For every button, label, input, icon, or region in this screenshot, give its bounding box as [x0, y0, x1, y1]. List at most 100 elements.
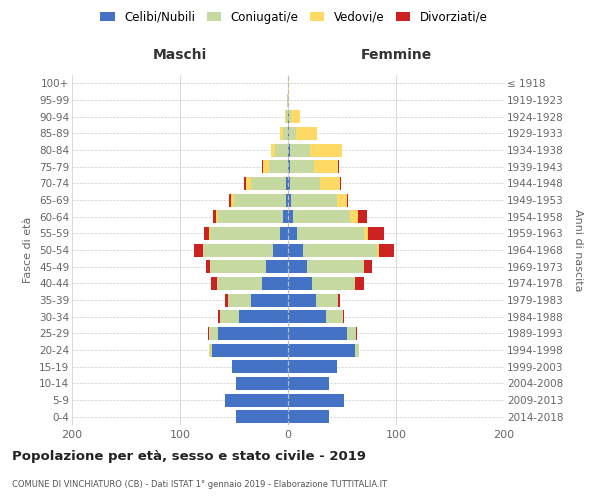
Bar: [288, 127, 289, 140]
Bar: [275, 144, 288, 156]
Bar: [338, 294, 340, 306]
Bar: [229, 194, 231, 206]
Bar: [283, 127, 288, 140]
Bar: [210, 227, 280, 240]
Bar: [312, 277, 355, 290]
Bar: [337, 194, 347, 206]
Bar: [288, 277, 312, 290]
Bar: [368, 227, 384, 240]
Bar: [296, 127, 317, 140]
Bar: [214, 210, 215, 223]
Bar: [347, 194, 349, 206]
Bar: [246, 177, 251, 190]
Bar: [288, 327, 347, 340]
Bar: [209, 344, 210, 356]
Bar: [251, 294, 288, 306]
Bar: [288, 77, 289, 90]
Bar: [289, 110, 291, 123]
Bar: [355, 344, 359, 356]
Bar: [269, 160, 288, 173]
Bar: [290, 144, 310, 156]
Bar: [288, 260, 307, 273]
Legend: Celibi/Nubili, Coniugati/e, Vedovi/e, Divorziati/e: Celibi/Nubili, Coniugati/e, Vedovi/e, Di…: [95, 6, 493, 28]
Bar: [288, 294, 316, 306]
Bar: [212, 344, 288, 356]
Bar: [364, 227, 368, 240]
Bar: [262, 277, 288, 290]
Bar: [280, 227, 288, 240]
Bar: [289, 127, 296, 140]
Bar: [244, 177, 246, 190]
Bar: [326, 310, 343, 323]
Bar: [263, 160, 269, 173]
Bar: [379, 244, 394, 256]
Bar: [343, 310, 344, 323]
Bar: [218, 210, 283, 223]
Bar: [291, 194, 337, 206]
Text: Femmine: Femmine: [361, 48, 431, 62]
Bar: [204, 227, 209, 240]
Bar: [290, 177, 320, 190]
Bar: [210, 260, 266, 273]
Bar: [210, 344, 212, 356]
Bar: [358, 210, 367, 223]
Bar: [286, 177, 288, 190]
Bar: [303, 244, 377, 256]
Bar: [287, 94, 288, 106]
Bar: [314, 160, 338, 173]
Bar: [226, 294, 227, 306]
Bar: [280, 127, 283, 140]
Bar: [286, 110, 288, 123]
Bar: [236, 377, 288, 390]
Bar: [203, 244, 273, 256]
Bar: [293, 210, 350, 223]
Bar: [217, 277, 262, 290]
Bar: [288, 244, 303, 256]
Bar: [220, 310, 239, 323]
Bar: [288, 160, 290, 173]
Bar: [285, 110, 286, 123]
Bar: [291, 110, 300, 123]
Bar: [227, 294, 251, 306]
Bar: [296, 227, 364, 240]
Bar: [288, 227, 296, 240]
Text: Popolazione per età, sesso e stato civile - 2019: Popolazione per età, sesso e stato civil…: [12, 450, 366, 463]
Bar: [206, 260, 210, 273]
Bar: [262, 160, 263, 173]
Bar: [288, 194, 291, 206]
Bar: [283, 210, 288, 223]
Bar: [234, 194, 286, 206]
Bar: [288, 344, 355, 356]
Bar: [232, 360, 288, 373]
Bar: [218, 327, 288, 340]
Bar: [194, 244, 203, 256]
Bar: [310, 144, 342, 156]
Bar: [316, 294, 338, 306]
Bar: [236, 410, 288, 423]
Bar: [307, 260, 364, 273]
Bar: [266, 260, 288, 273]
Bar: [288, 94, 289, 106]
Bar: [209, 227, 210, 240]
Bar: [288, 394, 344, 406]
Bar: [290, 160, 314, 173]
Bar: [218, 310, 220, 323]
Bar: [338, 160, 339, 173]
Bar: [288, 377, 329, 390]
Y-axis label: Anni di nascita: Anni di nascita: [573, 208, 583, 291]
Bar: [251, 177, 286, 190]
Bar: [215, 210, 218, 223]
Bar: [288, 310, 326, 323]
Bar: [226, 394, 288, 406]
Bar: [364, 260, 372, 273]
Bar: [288, 410, 329, 423]
Bar: [350, 210, 358, 223]
Bar: [288, 144, 290, 156]
Bar: [271, 144, 275, 156]
Bar: [288, 360, 337, 373]
Bar: [286, 194, 288, 206]
Bar: [288, 210, 293, 223]
Bar: [355, 277, 364, 290]
Y-axis label: Fasce di età: Fasce di età: [23, 217, 34, 283]
Bar: [273, 244, 288, 256]
